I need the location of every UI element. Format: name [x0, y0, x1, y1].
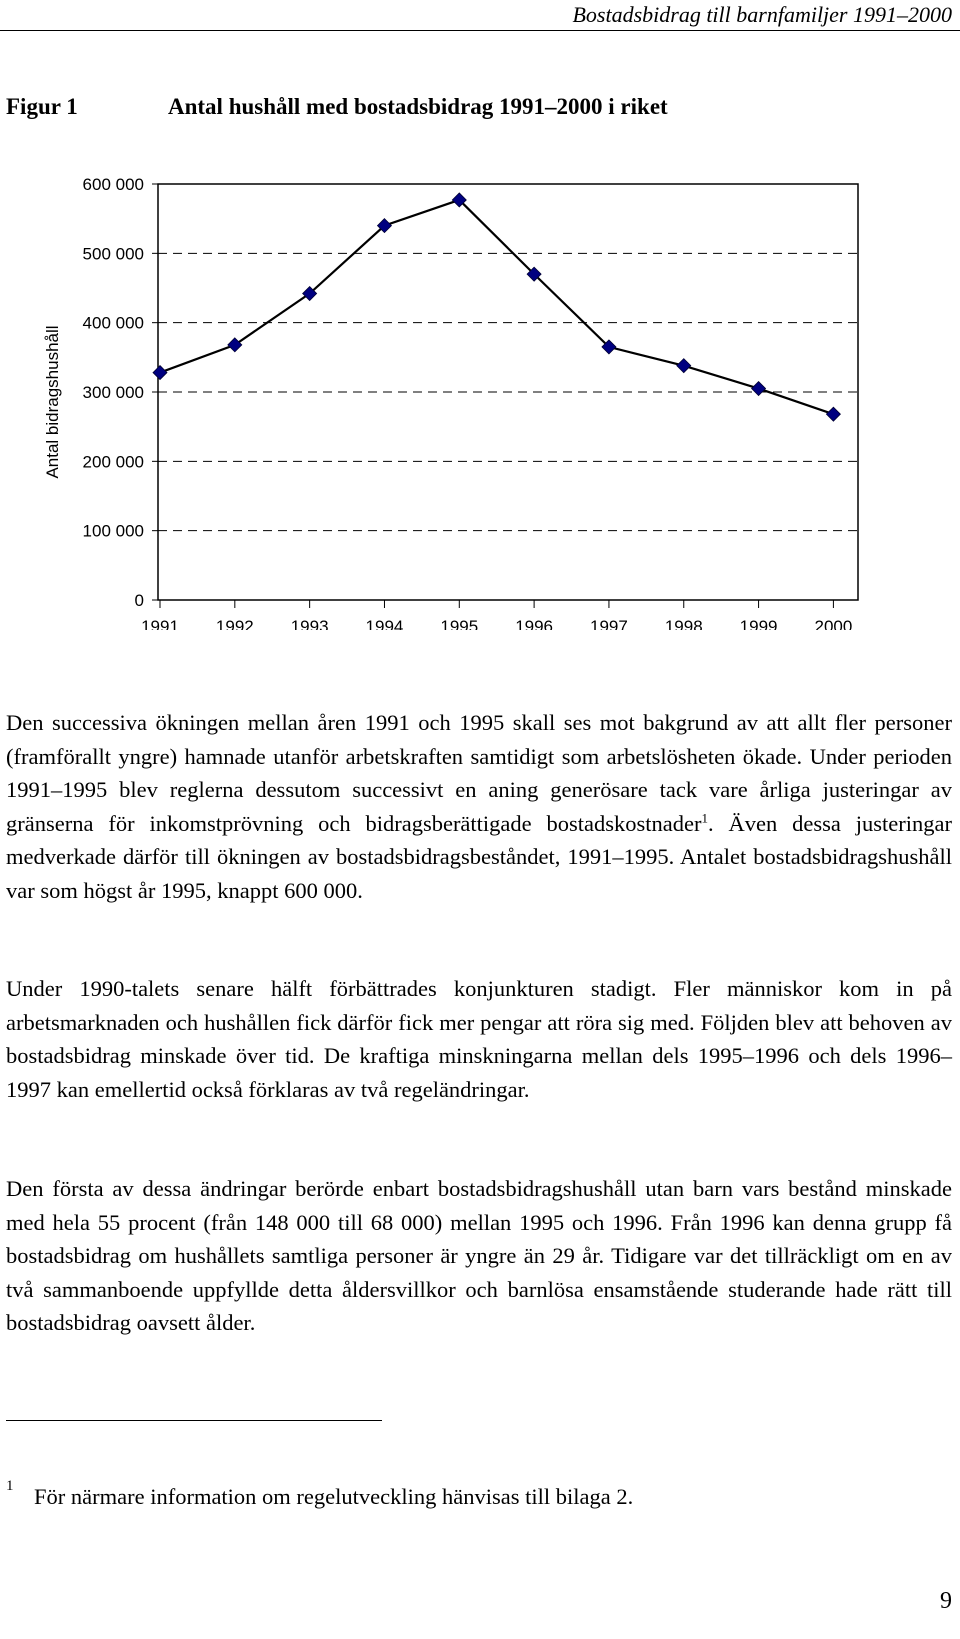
- paragraph-1-text-b: . Även dessa justeringar medverkade därf…: [6, 810, 952, 903]
- data-point: [451, 192, 467, 208]
- x-tick-label: 1992: [216, 617, 254, 630]
- header-rule: [0, 30, 960, 31]
- x-tick-label: 1994: [366, 617, 404, 630]
- y-tick-label: 400 000: [83, 314, 144, 333]
- running-header: Bostadsbidrag till barnfamiljer 1991–200…: [572, 2, 952, 27]
- x-tick-label: 1996: [515, 617, 553, 630]
- x-tick-label: 1999: [740, 617, 778, 630]
- x-tick-label: 1998: [665, 617, 703, 630]
- footnote-text: För närmare information om regelutveckli…: [34, 1484, 634, 1509]
- paragraph-3: Den första av dessa ändringar berörde en…: [6, 1172, 952, 1340]
- y-tick-label: 0: [135, 591, 144, 610]
- y-tick-label: 500 000: [83, 244, 144, 263]
- x-tick-label: 1995: [440, 617, 478, 630]
- y-tick-label: 200 000: [83, 452, 144, 471]
- paragraph-3-text: Den första av dessa ändringar berörde en…: [6, 1176, 952, 1335]
- y-tick-label: 100 000: [83, 522, 144, 541]
- x-tick-label: 1993: [291, 617, 329, 630]
- paragraph-1-text-a: Den successiva ökningen mellan åren 1991…: [6, 710, 952, 836]
- footnote-rule: [6, 1420, 382, 1421]
- x-tick-label: 2000: [814, 617, 852, 630]
- series-line: [159, 198, 834, 416]
- y-tick-label: 300 000: [83, 383, 144, 402]
- footnote-reference[interactable]: 1: [701, 810, 709, 825]
- figure-title: Antal hushåll med bostadsbidrag 1991–200…: [168, 94, 668, 119]
- data-point: [376, 218, 393, 234]
- y-tick-label: 600 000: [83, 175, 144, 194]
- line-chart: 0 100 000 200 000 300 000 400 000 500 000 600 …: [43, 175, 859, 630]
- data-point: [227, 337, 243, 353]
- x-tick-label: 1997: [590, 617, 628, 630]
- data-point: [825, 406, 841, 422]
- data-point: [676, 358, 692, 374]
- data-point: [302, 285, 318, 302]
- paragraph-1: Den successiva ökningen mellan åren 1991…: [6, 706, 952, 907]
- data-point: [152, 365, 168, 381]
- data-point: [601, 339, 617, 355]
- paragraph-2-text: Under 1990-talets senare hälft förbättra…: [6, 976, 952, 1102]
- data-point: [751, 380, 767, 397]
- page-number: 9: [940, 1588, 952, 1614]
- footnote-mark: 1: [6, 1478, 14, 1494]
- y-axis-title: Antal bidragshushåll: [43, 325, 62, 478]
- data-point: [526, 266, 542, 282]
- plot-frame: [157, 183, 859, 601]
- paragraph-2: Under 1990-talets senare hälft förbättra…: [6, 972, 952, 1106]
- x-tick-label: 1991: [141, 617, 179, 630]
- figure-number: Figur 1: [6, 94, 78, 119]
